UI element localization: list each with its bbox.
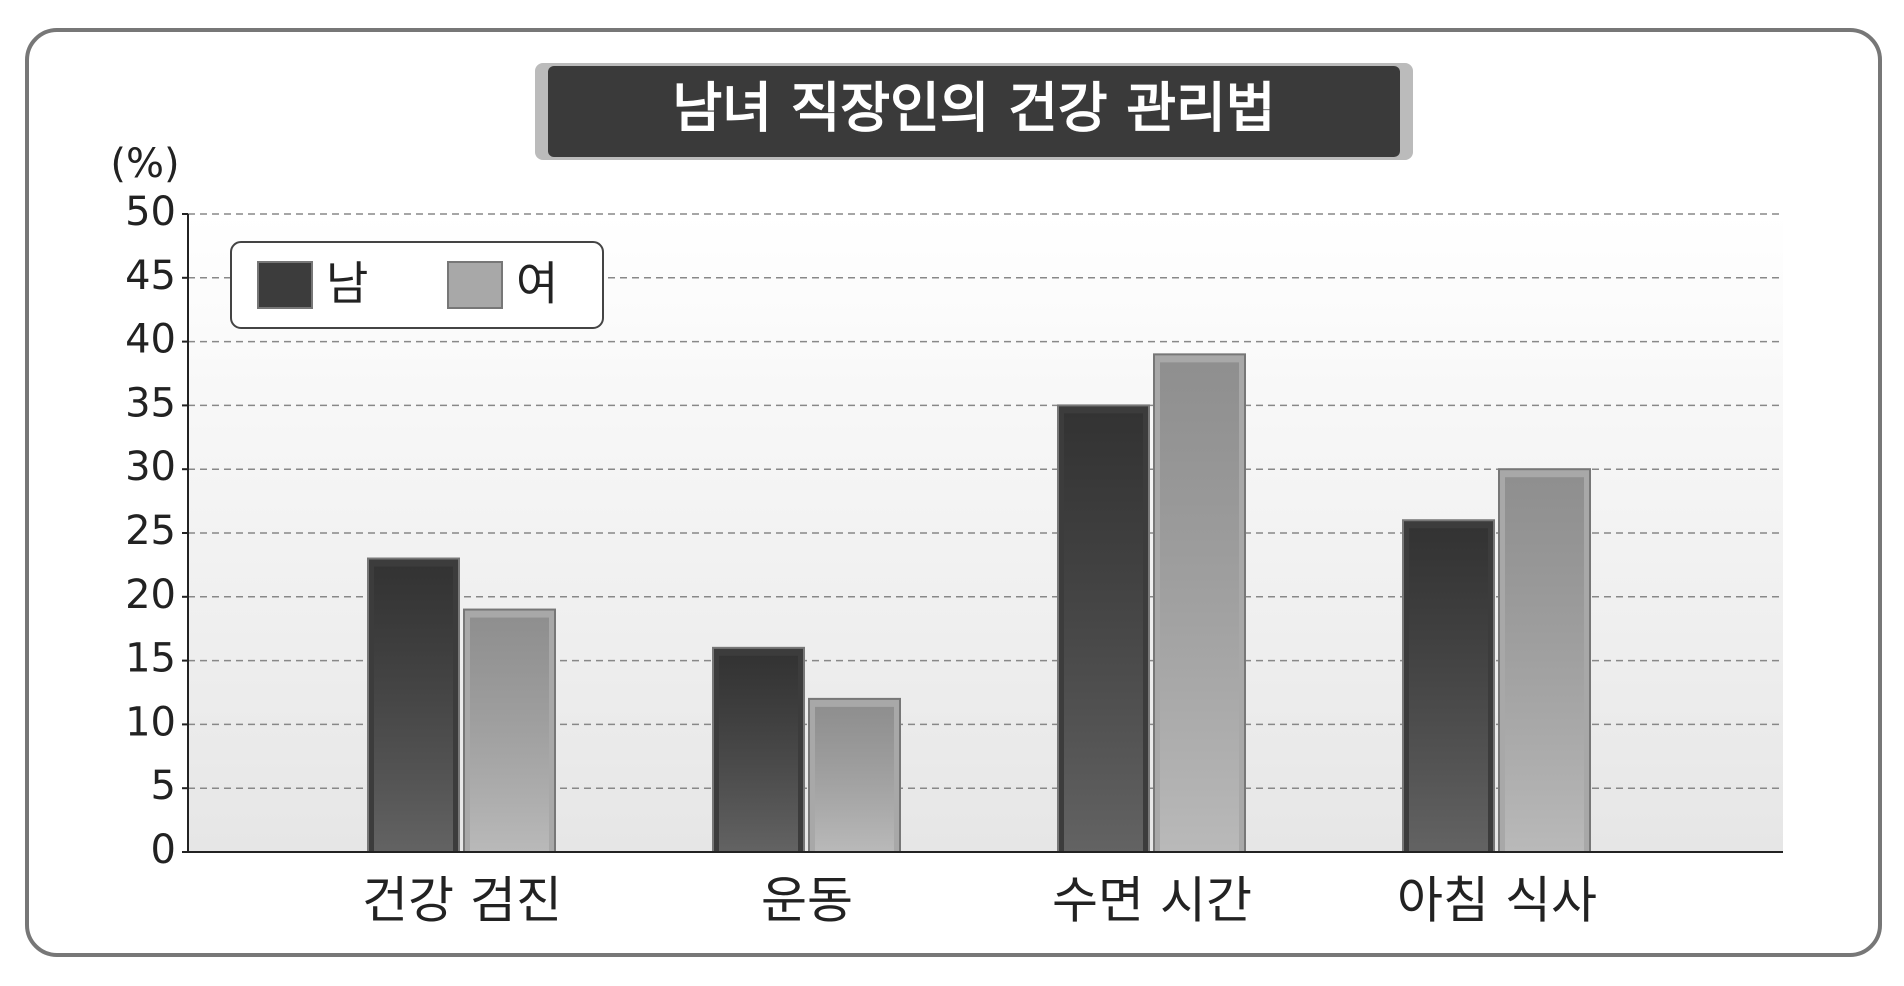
y-tick-label: 50	[125, 189, 176, 235]
y-tick-label: 30	[125, 444, 176, 490]
bar-shade	[1409, 528, 1488, 852]
legend-label: 남	[326, 257, 368, 311]
y-tick-label: 45	[125, 253, 176, 299]
bar-shade	[1160, 362, 1239, 852]
y-axis-label: (%)	[110, 141, 179, 187]
y-tick-label: 35	[125, 380, 176, 426]
legend	[230, 241, 604, 329]
y-tick-label: 20	[125, 572, 176, 618]
title-box	[548, 66, 1400, 157]
bar-shade	[815, 706, 894, 852]
bar-shade	[374, 566, 453, 852]
legend-swatch	[257, 261, 313, 309]
y-tick-label: 5	[151, 763, 176, 809]
bar-shade	[470, 617, 549, 852]
x-tick-label: 아침 식사	[1397, 872, 1597, 930]
y-tick-label: 25	[125, 508, 176, 554]
x-tick-label: 운동	[761, 872, 853, 930]
y-tick-label: 0	[151, 827, 176, 873]
x-tick-label: 건강 검진	[362, 872, 562, 930]
bar-shade	[1064, 413, 1143, 852]
y-tick-label: 10	[125, 699, 176, 745]
legend-label: 여	[516, 257, 558, 311]
legend-swatch	[447, 261, 503, 309]
x-tick-label: 수면 시간	[1052, 872, 1252, 930]
bar-shade	[1505, 477, 1584, 852]
y-tick-label: 40	[125, 317, 176, 363]
y-tick-label: 15	[125, 636, 176, 682]
bar-shade	[719, 655, 798, 852]
chart-title: 남녀 직장인의 건강 관리법	[673, 77, 1276, 140]
